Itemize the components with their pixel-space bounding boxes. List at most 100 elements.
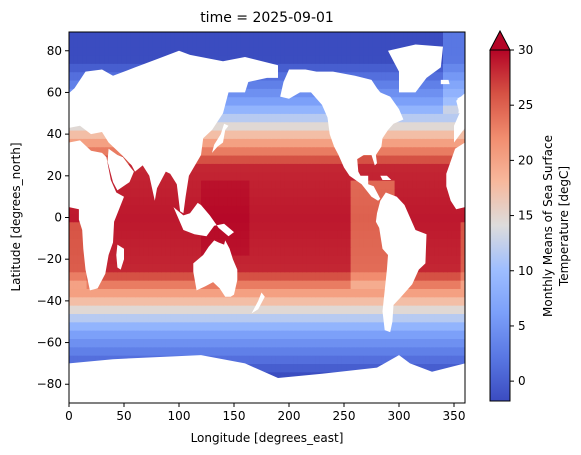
heatmap-cell bbox=[377, 188, 382, 198]
heatmap-cell bbox=[460, 46, 465, 56]
heatmap-cell bbox=[258, 171, 264, 181]
heatmap-cell bbox=[460, 280, 465, 289]
heatmap-cell bbox=[341, 238, 347, 248]
heatmap-cell bbox=[258, 213, 264, 223]
heatmap-cell bbox=[416, 288, 422, 298]
heatmap-cell bbox=[231, 355, 237, 364]
heatmap-cell bbox=[403, 104, 409, 114]
heatmap-cell bbox=[223, 213, 228, 223]
heatmap-cell bbox=[121, 238, 127, 248]
heatmap-cell bbox=[425, 363, 431, 373]
heatmap-cell bbox=[297, 288, 303, 298]
heatmap-cell bbox=[73, 305, 79, 314]
heatmap-cell bbox=[183, 313, 189, 323]
heatmap-cell bbox=[412, 196, 418, 206]
heatmap-cell bbox=[148, 321, 154, 331]
heatmap-cell bbox=[236, 296, 242, 306]
heatmap-cell bbox=[337, 246, 343, 256]
heatmap-cell bbox=[95, 46, 101, 56]
heatmap-cell bbox=[434, 113, 440, 123]
heatmap-cell bbox=[205, 138, 211, 148]
heatmap-cell bbox=[121, 230, 127, 239]
heatmap-cell bbox=[284, 280, 290, 289]
heatmap-cell bbox=[253, 171, 259, 181]
heatmap-cell bbox=[280, 104, 286, 114]
heatmap-cell bbox=[227, 104, 233, 114]
heatmap-cell bbox=[231, 146, 237, 156]
heatmap-cell bbox=[253, 113, 259, 123]
heatmap-cell bbox=[333, 305, 338, 314]
heatmap-cell bbox=[205, 288, 211, 298]
heatmap-cell bbox=[240, 330, 246, 339]
heatmap-cell bbox=[231, 38, 237, 48]
heatmap-cell bbox=[165, 32, 171, 39]
heatmap-cell bbox=[451, 346, 457, 356]
heatmap-cell bbox=[412, 104, 418, 114]
heatmap-cell bbox=[187, 296, 193, 306]
heatmap-cell bbox=[460, 246, 465, 256]
heatmap-cell bbox=[240, 88, 246, 98]
heatmap-cell bbox=[350, 346, 356, 356]
heatmap-cell bbox=[284, 38, 290, 48]
heatmap-cell bbox=[267, 296, 272, 306]
heatmap-cell bbox=[315, 146, 321, 156]
heatmap-cell bbox=[205, 230, 211, 239]
heatmap-cell bbox=[280, 338, 286, 348]
heatmap-cell bbox=[434, 321, 440, 331]
heatmap-cell bbox=[205, 321, 211, 331]
heatmap-cell bbox=[179, 296, 184, 306]
heatmap-cell bbox=[245, 196, 250, 206]
heatmap-cell bbox=[377, 263, 382, 273]
heatmap-cell bbox=[267, 271, 272, 281]
heatmap-cell bbox=[240, 188, 246, 198]
heatmap-cell bbox=[434, 263, 440, 273]
heatmap-cell bbox=[372, 271, 378, 281]
heatmap-cell bbox=[104, 138, 110, 148]
heatmap-cell bbox=[113, 221, 118, 231]
heatmap-cell bbox=[130, 280, 136, 289]
heatmap-cell bbox=[139, 263, 145, 273]
heatmap-cell bbox=[99, 288, 105, 298]
heatmap-cell bbox=[245, 46, 250, 56]
heatmap-cell bbox=[275, 263, 281, 273]
heatmap-cell bbox=[443, 280, 448, 289]
heatmap-cell bbox=[284, 121, 290, 131]
heatmap-cell bbox=[77, 355, 83, 364]
heatmap-cell bbox=[363, 355, 369, 364]
heatmap-cell bbox=[267, 330, 272, 339]
heatmap-cell bbox=[341, 63, 347, 73]
heatmap-cell bbox=[443, 188, 448, 198]
heatmap-cell bbox=[201, 288, 206, 298]
heatmap-cell bbox=[126, 263, 132, 273]
heatmap-cell bbox=[372, 32, 378, 39]
heatmap-cell bbox=[183, 338, 189, 348]
heatmap-cell bbox=[341, 346, 347, 356]
heatmap-cell bbox=[73, 263, 79, 273]
heatmap-cell bbox=[324, 338, 330, 348]
heatmap-cell bbox=[311, 188, 316, 198]
heatmap-cell bbox=[451, 38, 457, 48]
heatmap-cell bbox=[280, 38, 286, 48]
heatmap-cell bbox=[267, 346, 272, 356]
heatmap-cell bbox=[337, 213, 343, 223]
heatmap-cell bbox=[456, 321, 462, 331]
heatmap-cell bbox=[95, 138, 101, 148]
heatmap-cell bbox=[315, 263, 321, 273]
heatmap-cell bbox=[385, 338, 391, 348]
heatmap-cell bbox=[271, 146, 277, 156]
heatmap-cell bbox=[214, 204, 220, 214]
heatmap-cell bbox=[262, 213, 268, 223]
heatmap-cell bbox=[218, 230, 224, 239]
heatmap-cell bbox=[240, 204, 246, 214]
heatmap-cell bbox=[324, 204, 330, 214]
heatmap-cell bbox=[231, 129, 237, 139]
heatmap-cell bbox=[284, 138, 290, 148]
heatmap-cell bbox=[240, 305, 246, 314]
heatmap-cell bbox=[258, 54, 264, 64]
heatmap-cell bbox=[240, 113, 246, 123]
heatmap-cell bbox=[443, 96, 448, 106]
heatmap-cell bbox=[324, 263, 330, 273]
heatmap-cell bbox=[69, 32, 74, 39]
heatmap-cell bbox=[126, 204, 132, 214]
heatmap-cell bbox=[284, 129, 290, 139]
